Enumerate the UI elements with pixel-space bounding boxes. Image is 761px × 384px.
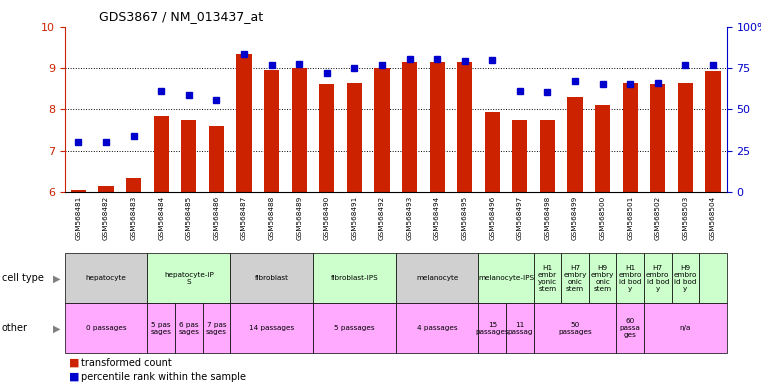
- Bar: [429, 62, 444, 192]
- Text: GSM568486: GSM568486: [213, 196, 219, 240]
- Bar: [678, 83, 693, 192]
- Text: 5 passages: 5 passages: [334, 325, 374, 331]
- Bar: [512, 120, 527, 192]
- Bar: [540, 120, 555, 192]
- Bar: [374, 68, 390, 192]
- Text: GSM568485: GSM568485: [186, 196, 192, 240]
- Bar: [650, 84, 665, 192]
- Text: GSM568502: GSM568502: [654, 196, 661, 240]
- Text: GSM568487: GSM568487: [241, 196, 247, 240]
- Text: ▶: ▶: [53, 273, 61, 283]
- Text: 6 pas
sages: 6 pas sages: [178, 322, 199, 335]
- Text: percentile rank within the sample: percentile rank within the sample: [81, 372, 247, 382]
- Text: H9
embry
onic
stem: H9 embry onic stem: [591, 265, 614, 292]
- Text: 11
passag: 11 passag: [507, 322, 533, 335]
- Text: H1
embro
id bod
y: H1 embro id bod y: [619, 265, 642, 292]
- Text: 60
passa
ges: 60 passa ges: [619, 318, 641, 338]
- Text: ■: ■: [68, 358, 79, 368]
- Text: hepatocyte-iP
S: hepatocyte-iP S: [164, 272, 214, 285]
- Text: fibroblast-IPS: fibroblast-IPS: [330, 275, 378, 281]
- Text: H1
embr
yonic
stem: H1 embr yonic stem: [538, 265, 557, 292]
- Bar: [291, 68, 307, 192]
- Text: 0 passages: 0 passages: [86, 325, 126, 331]
- Text: melanocyte: melanocyte: [416, 275, 458, 281]
- Bar: [181, 120, 196, 192]
- Text: GSM568491: GSM568491: [352, 196, 358, 240]
- Text: GSM568484: GSM568484: [158, 196, 164, 240]
- Text: GSM568492: GSM568492: [379, 196, 385, 240]
- Text: GSM568488: GSM568488: [269, 196, 275, 240]
- Text: hepatocyte: hepatocyte: [86, 275, 126, 281]
- Text: GSM568483: GSM568483: [131, 196, 137, 240]
- Bar: [705, 71, 721, 192]
- Bar: [98, 186, 113, 192]
- Text: n/a: n/a: [680, 325, 691, 331]
- Text: 50
passages: 50 passages: [558, 322, 592, 335]
- Bar: [595, 105, 610, 192]
- Text: other: other: [2, 323, 27, 333]
- Text: GSM568495: GSM568495: [462, 196, 468, 240]
- Text: GSM568494: GSM568494: [434, 196, 440, 240]
- Bar: [154, 116, 169, 192]
- Bar: [209, 126, 224, 192]
- Text: GSM568503: GSM568503: [683, 196, 689, 240]
- Text: 5 pas
sages: 5 pas sages: [151, 322, 172, 335]
- Text: GSM568481: GSM568481: [75, 196, 81, 240]
- Text: GSM568496: GSM568496: [489, 196, 495, 240]
- Text: GSM568501: GSM568501: [627, 196, 633, 240]
- Text: 15
passages: 15 passages: [476, 322, 509, 335]
- Text: fibroblast: fibroblast: [255, 275, 288, 281]
- Bar: [319, 84, 334, 192]
- Bar: [622, 83, 638, 192]
- Text: 4 passages: 4 passages: [417, 325, 457, 331]
- Text: ■: ■: [68, 372, 79, 382]
- Bar: [126, 177, 142, 192]
- Text: GSM568489: GSM568489: [296, 196, 302, 240]
- Text: melanocyte-IPS: melanocyte-IPS: [478, 275, 534, 281]
- Text: GSM568497: GSM568497: [517, 196, 523, 240]
- Text: GSM568504: GSM568504: [710, 196, 716, 240]
- Bar: [485, 111, 500, 192]
- Text: GSM568493: GSM568493: [406, 196, 412, 240]
- Text: ▶: ▶: [53, 323, 61, 333]
- Text: GSM568498: GSM568498: [544, 196, 550, 240]
- Bar: [568, 97, 583, 192]
- Text: H9
embro
id bod
y: H9 embro id bod y: [673, 265, 697, 292]
- Text: GSM568482: GSM568482: [103, 196, 109, 240]
- Text: H7
embry
onic
stem: H7 embry onic stem: [563, 265, 587, 292]
- Text: H7
embro
id bod
y: H7 embro id bod y: [646, 265, 670, 292]
- Bar: [237, 54, 252, 192]
- Text: 7 pas
sages: 7 pas sages: [206, 322, 227, 335]
- Bar: [71, 190, 86, 192]
- Text: cell type: cell type: [2, 273, 43, 283]
- Text: GSM568499: GSM568499: [572, 196, 578, 240]
- Text: GSM568490: GSM568490: [323, 196, 330, 240]
- Text: GSM568500: GSM568500: [600, 196, 606, 240]
- Text: GDS3867 / NM_013437_at: GDS3867 / NM_013437_at: [99, 10, 263, 23]
- Text: transformed count: transformed count: [81, 358, 172, 368]
- Text: 14 passages: 14 passages: [249, 325, 295, 331]
- Bar: [347, 83, 362, 192]
- Bar: [402, 62, 417, 192]
- Bar: [457, 62, 473, 192]
- Bar: [264, 70, 279, 192]
